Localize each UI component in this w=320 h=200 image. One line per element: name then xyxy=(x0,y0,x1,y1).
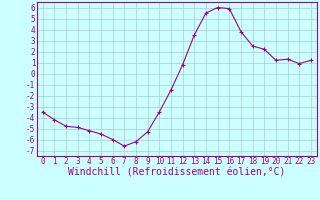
X-axis label: Windchill (Refroidissement éolien,°C): Windchill (Refroidissement éolien,°C) xyxy=(68,168,285,178)
